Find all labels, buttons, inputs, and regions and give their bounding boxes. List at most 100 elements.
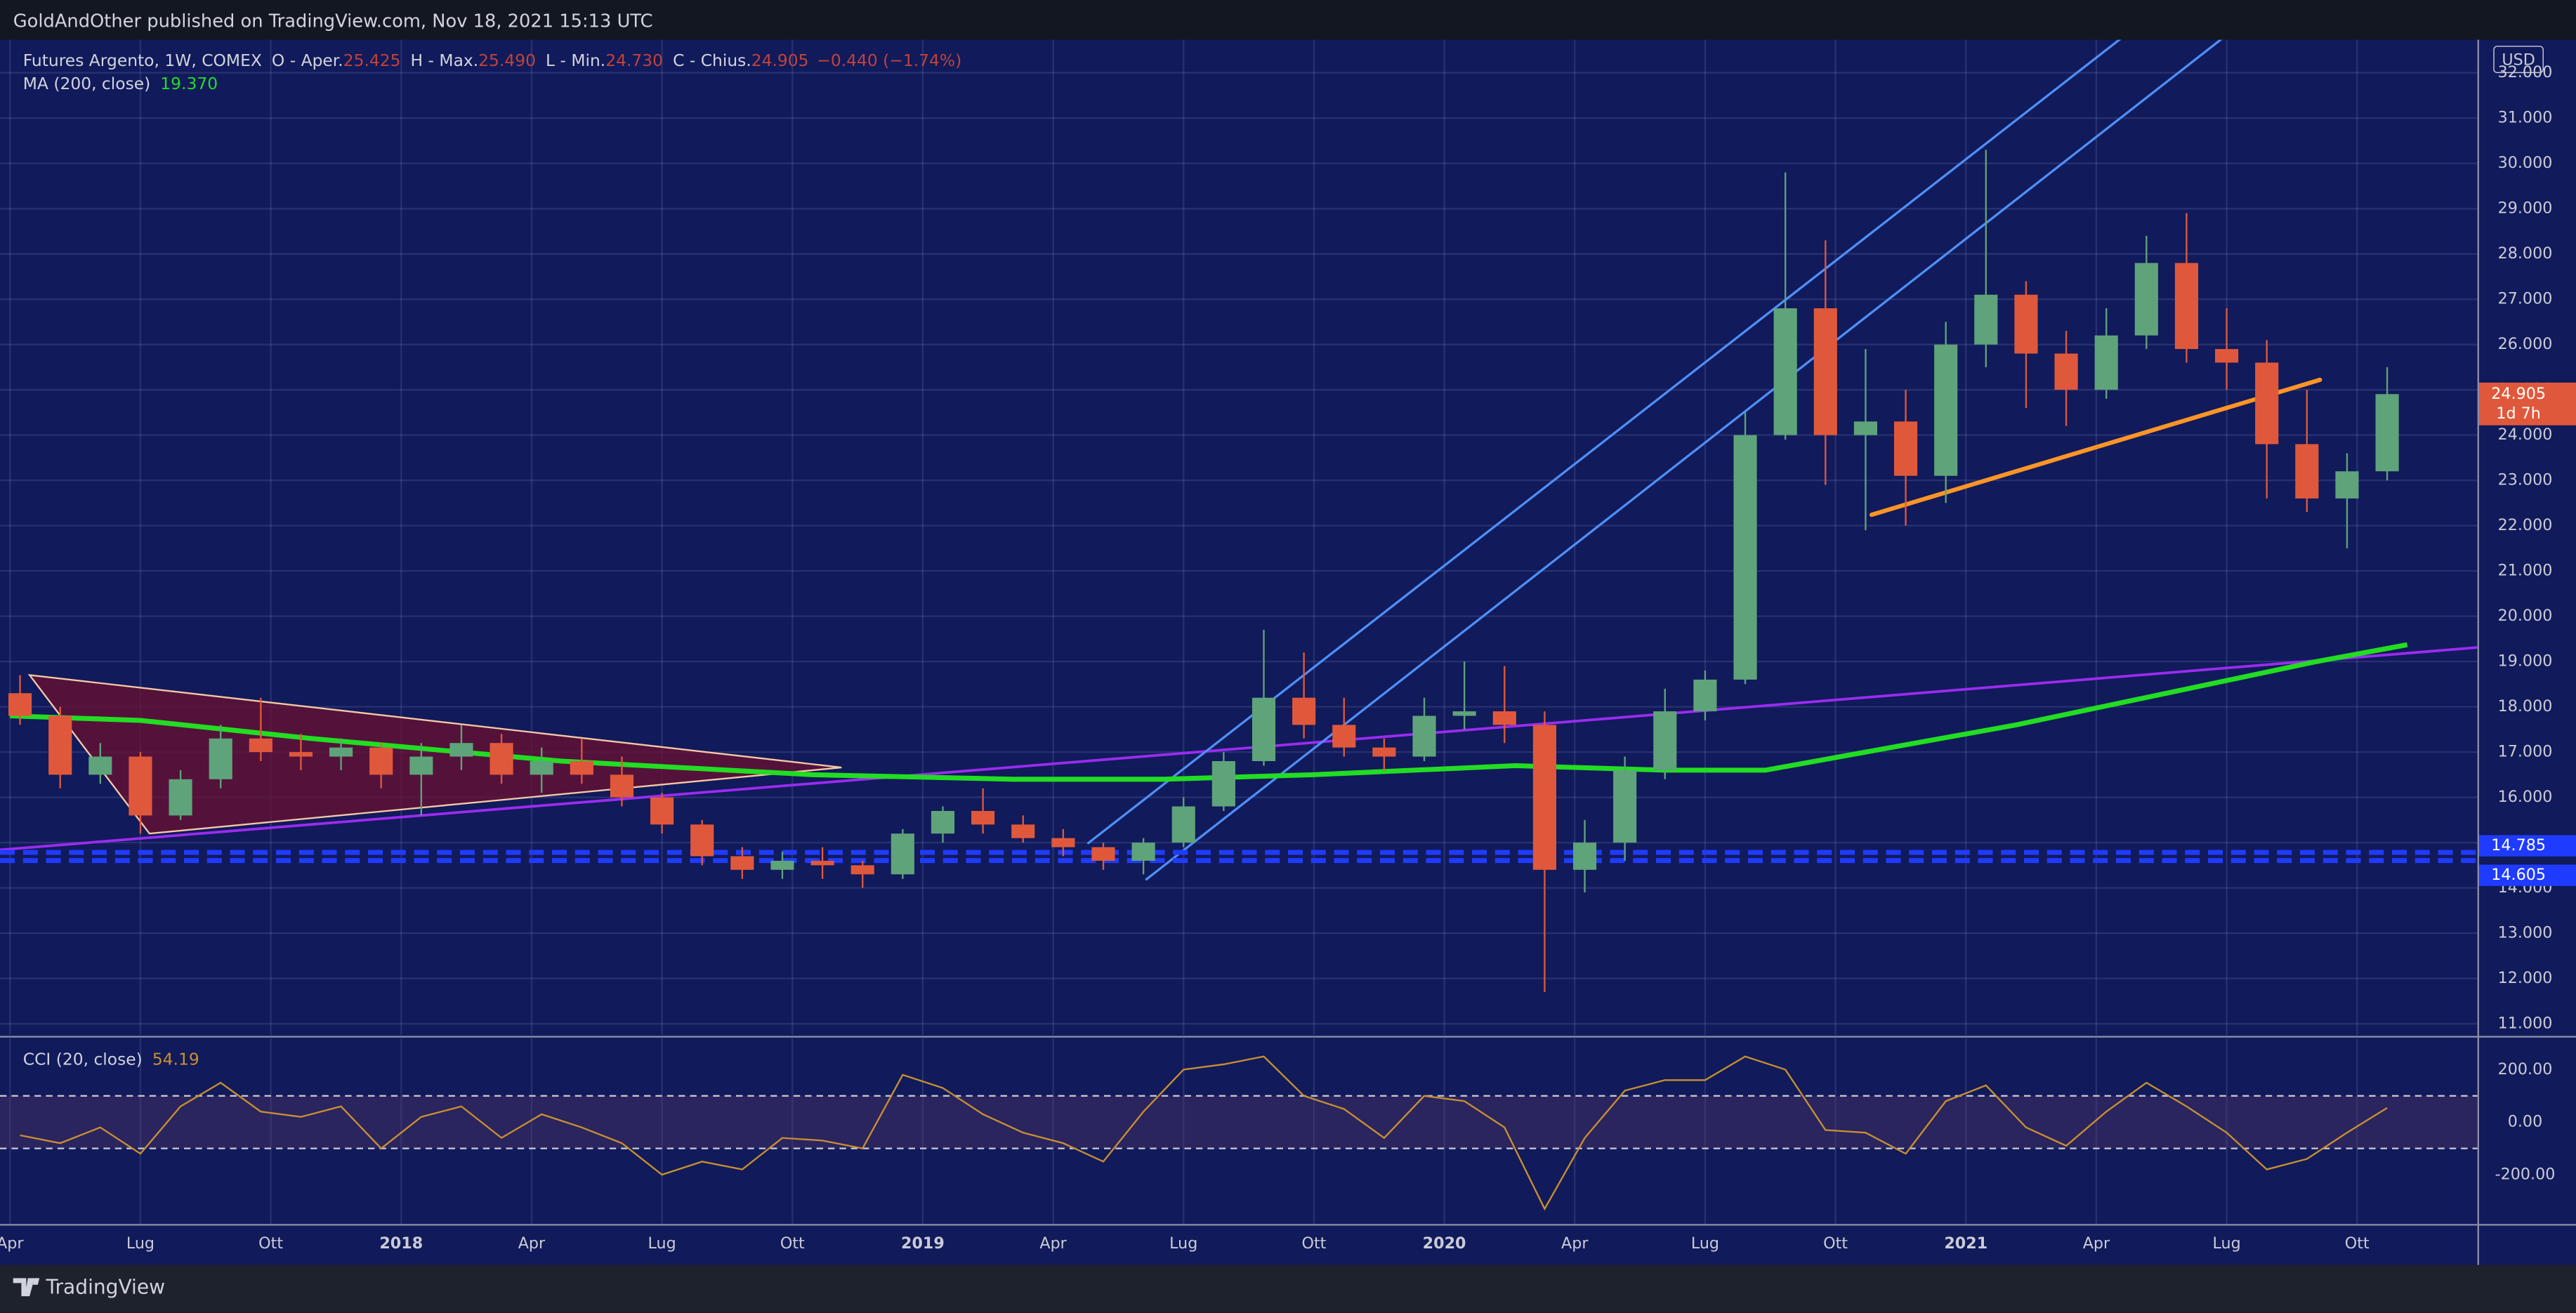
candle-body bbox=[1492, 711, 1516, 725]
logo bbox=[13, 1278, 40, 1297]
candle-body bbox=[449, 743, 473, 757]
y-tick-label: 11.000 bbox=[2498, 1015, 2553, 1033]
candle-body bbox=[1853, 421, 1878, 435]
published: GoldAndOther published on TradingView.co… bbox=[13, 11, 653, 32]
candle-body bbox=[1693, 679, 1717, 712]
y-tick-label: 22.000 bbox=[2498, 516, 2553, 534]
cci-value: 54.19 bbox=[152, 1049, 199, 1069]
x-tick-label: Lug bbox=[648, 1234, 676, 1253]
cci-tick-label: -200.00 bbox=[2495, 1166, 2556, 1184]
cci-tick-label: 200.00 bbox=[2498, 1060, 2553, 1078]
candle-body bbox=[329, 747, 353, 757]
level-label: 14.605 bbox=[2491, 866, 2546, 884]
candle-body bbox=[931, 810, 955, 834]
currency: USD bbox=[2502, 51, 2535, 69]
x-tick-label: Ott bbox=[780, 1234, 805, 1253]
y-tick-label: 32.000 bbox=[2498, 63, 2553, 81]
candle-body bbox=[2014, 294, 2038, 354]
ma-value: 19.370 bbox=[160, 73, 218, 93]
x-tick-label: 2020 bbox=[1423, 1234, 1466, 1253]
candle-body bbox=[1011, 824, 1035, 838]
countdown: 1d 7h bbox=[2496, 404, 2541, 423]
triangle-pattern bbox=[27, 673, 842, 835]
candle-body bbox=[2174, 263, 2199, 350]
x-tick-label: Apr bbox=[2083, 1234, 2110, 1253]
candle-body bbox=[2255, 362, 2279, 444]
candle-body bbox=[129, 756, 152, 816]
high-label: H - Max. bbox=[411, 51, 479, 70]
candle-body bbox=[1532, 725, 1556, 870]
y-tick-label: 20.000 bbox=[2498, 607, 2553, 625]
candle-body bbox=[1613, 770, 1637, 843]
cci-band bbox=[0, 1095, 2478, 1149]
last-price-badge bbox=[2478, 382, 2576, 425]
level-badge bbox=[2478, 864, 2576, 886]
x-tick-label: 2021 bbox=[1944, 1234, 1987, 1253]
x-tick-label: Apr bbox=[518, 1234, 546, 1253]
candle-body bbox=[88, 756, 112, 775]
x-tick-label: Apr bbox=[1561, 1234, 1589, 1253]
symbol: Futures Argento, 1W, COMEX bbox=[23, 51, 262, 70]
x-tick-label: Lug bbox=[1691, 1234, 1719, 1253]
y-tick-label: 17.000 bbox=[2498, 743, 2553, 761]
y-tick-label: 27.000 bbox=[2498, 290, 2553, 308]
high: 25.490 bbox=[478, 51, 536, 70]
candle-body bbox=[1653, 711, 1677, 770]
indicator-pane bbox=[0, 1038, 2478, 1225]
candle-body bbox=[1733, 435, 1757, 680]
y-tick-label: 23.000 bbox=[2498, 471, 2553, 489]
ma-label: MA (200, close) bbox=[23, 73, 151, 93]
x-tick-label: Ott bbox=[1301, 1234, 1326, 1253]
x-tick-label: Apr bbox=[1039, 1234, 1067, 1253]
candle-body bbox=[1211, 761, 1235, 807]
legend-cci: CCI (20, close) 54.19 bbox=[23, 1049, 199, 1069]
candle-body bbox=[489, 743, 513, 775]
candle-body bbox=[1934, 344, 1958, 476]
cci-tick-label: 0.00 bbox=[2508, 1113, 2542, 1131]
candle-body bbox=[650, 797, 674, 825]
candle-body bbox=[249, 738, 272, 753]
candle-body bbox=[409, 756, 433, 775]
x-tick-label: Ott bbox=[2345, 1234, 2370, 1253]
candle-body bbox=[8, 693, 32, 716]
candle-body bbox=[1332, 725, 1356, 748]
cci-line bbox=[20, 1055, 2388, 1211]
y-tick-label: 12.000 bbox=[2498, 969, 2553, 987]
x-tick-label: Lug bbox=[126, 1234, 155, 1253]
trend-line bbox=[1145, 39, 2223, 880]
candle-body bbox=[1813, 308, 1837, 435]
y-tick-label: 13.000 bbox=[2498, 924, 2553, 942]
low-label: L - Min. bbox=[546, 51, 605, 70]
candle-body bbox=[1572, 843, 1597, 870]
level-badge bbox=[2478, 835, 2576, 857]
y-tick-label: 28.000 bbox=[2498, 244, 2553, 263]
candle-body bbox=[730, 856, 754, 870]
x-tick-label: Lug bbox=[1169, 1234, 1197, 1253]
candle-body bbox=[2215, 349, 2239, 363]
y-tick-label: 30.000 bbox=[2498, 154, 2553, 172]
close-label: C - Chius. bbox=[673, 51, 751, 70]
y-tick-label: 26.000 bbox=[2498, 335, 2553, 353]
change: −0.440 (−1.74%) bbox=[817, 51, 961, 70]
candle-body bbox=[2134, 263, 2158, 336]
y-tick-label: 16.000 bbox=[2498, 788, 2553, 806]
candle-body bbox=[610, 774, 634, 798]
candle-body bbox=[971, 810, 995, 825]
candle-body bbox=[1974, 294, 1998, 345]
last-price-label: 24.905 bbox=[2491, 385, 2546, 403]
candle-body bbox=[770, 860, 794, 870]
x-tick-label: Ott bbox=[1823, 1234, 1848, 1253]
time-axis bbox=[0, 1224, 2576, 1265]
low: 24.730 bbox=[605, 51, 663, 70]
price-axis bbox=[2477, 39, 2576, 1225]
candle-body bbox=[289, 752, 313, 757]
candle-body bbox=[690, 824, 714, 857]
candle-body bbox=[891, 833, 914, 875]
level-label: 14.785 bbox=[2491, 836, 2546, 855]
footer bbox=[0, 1265, 2576, 1313]
candle-body bbox=[1412, 715, 1436, 757]
candle-body bbox=[369, 747, 393, 775]
open-label: O - Aper. bbox=[272, 51, 343, 70]
candle-body bbox=[2335, 471, 2359, 499]
